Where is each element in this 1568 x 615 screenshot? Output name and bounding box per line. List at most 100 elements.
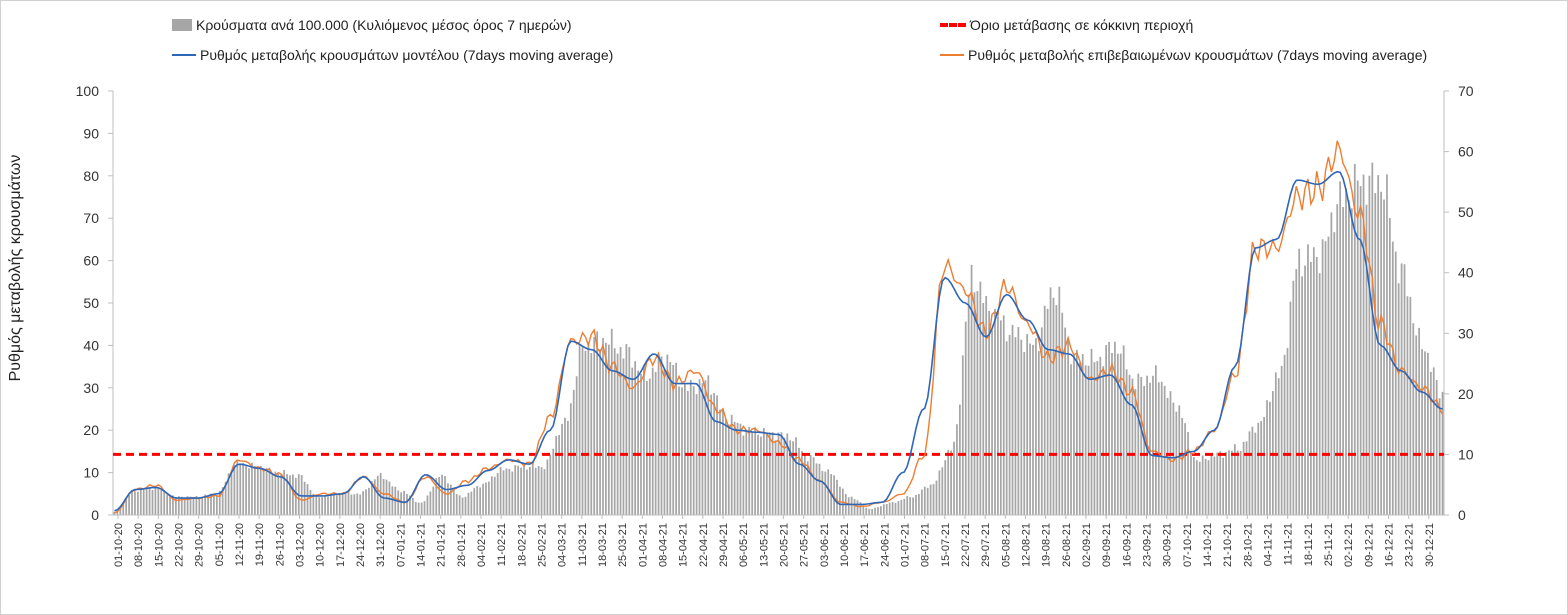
bar <box>1283 354 1286 515</box>
bar <box>1295 269 1298 515</box>
bar <box>1055 305 1058 515</box>
bar <box>929 484 932 515</box>
y-right-tick-label: 20 <box>1458 386 1474 402</box>
bar <box>543 469 546 515</box>
axes-group <box>108 90 1449 519</box>
bar <box>812 457 815 515</box>
bar <box>186 496 189 515</box>
legend-label-confirmed: Ρυθμός μεταβολής επιβεβαιωμένων κρουσμάτ… <box>968 47 1428 63</box>
bar <box>985 295 988 515</box>
bar <box>1026 333 1029 515</box>
bar <box>201 496 204 515</box>
bar <box>1391 241 1394 515</box>
bar <box>923 486 926 515</box>
bar <box>596 331 599 515</box>
bar <box>271 473 274 515</box>
bar <box>248 468 250 515</box>
bar <box>1248 431 1251 515</box>
bar <box>909 497 912 515</box>
x-tick-label: 31-12-20 <box>375 523 387 567</box>
y-right-tick-label: 70 <box>1458 83 1474 99</box>
bar <box>692 386 695 515</box>
x-tick-label: 29-07-21 <box>980 523 992 567</box>
x-tick-label: 20-05-21 <box>779 523 791 567</box>
bar <box>672 364 675 515</box>
bar <box>958 404 961 515</box>
bar <box>400 492 403 515</box>
legend-item-cases-bar: Κρούσματα ανά 100.000 (Κυλιόμενος μέσος … <box>172 17 572 33</box>
bar <box>1198 461 1201 515</box>
x-tick-label: 17-12-20 <box>335 523 347 567</box>
x-tick-label: 10-06-21 <box>839 523 851 567</box>
bar <box>733 421 736 515</box>
tick-labels-group: 0 10 20 30 40 50 60 70 80 90 100 0 10 20 30 40 50 60 70 01-… <box>76 83 1474 567</box>
bar <box>490 476 493 515</box>
bar <box>1353 164 1356 515</box>
legend-item-confirmed: Ρυθμός μεταβολής επιβεβαιωμένων κρουσμάτ… <box>940 47 1427 63</box>
x-tick-label: 17-06-21 <box>859 523 871 567</box>
x-tick-label: 26-11-20 <box>274 523 286 566</box>
bar <box>523 465 525 515</box>
bar <box>1190 452 1192 515</box>
bar <box>970 264 973 515</box>
bar <box>645 380 648 515</box>
bar <box>1336 204 1339 515</box>
x-tick-label: 16-09-21 <box>1121 523 1133 567</box>
bar <box>242 462 245 515</box>
bar <box>651 367 654 515</box>
bar <box>1269 401 1271 515</box>
x-tick-label: 01-07-21 <box>900 523 912 567</box>
bar <box>406 493 408 515</box>
bar <box>435 478 438 515</box>
bar <box>1438 398 1441 515</box>
bar <box>1020 339 1023 515</box>
bar <box>230 471 233 515</box>
bar <box>1201 455 1204 515</box>
bar <box>488 481 490 515</box>
bar <box>976 291 979 515</box>
bar <box>1017 327 1020 515</box>
bar <box>675 362 677 515</box>
bar <box>815 463 818 515</box>
y-left-tick-label: 20 <box>83 422 99 438</box>
bar <box>964 321 967 515</box>
bar <box>467 492 470 515</box>
legend-swatch-bar <box>172 19 192 31</box>
bar <box>1204 458 1207 515</box>
x-tick-label: 19-11-20 <box>254 523 266 566</box>
bar <box>508 468 511 515</box>
bar <box>587 341 590 515</box>
bar <box>142 490 145 515</box>
bar <box>1149 382 1151 515</box>
bar <box>239 464 242 515</box>
x-tick-label: 03-12-20 <box>295 523 307 567</box>
bar <box>803 454 806 515</box>
bar <box>1119 353 1122 515</box>
y-right-tick-label: 30 <box>1458 325 1474 341</box>
bar <box>780 432 783 515</box>
y-left-tick-label: 0 <box>91 507 99 523</box>
bar <box>1052 297 1055 515</box>
bar <box>801 451 803 515</box>
bar <box>1254 432 1257 515</box>
x-tick-label: 08-04-21 <box>658 523 670 567</box>
bar <box>1070 364 1072 515</box>
bar <box>1023 351 1026 515</box>
bar <box>1002 315 1005 515</box>
bar <box>915 494 917 515</box>
bar <box>736 422 739 515</box>
x-tick-label: 07-10-21 <box>1182 523 1194 567</box>
bar <box>476 486 479 515</box>
x-tick-label: 18-11-21 <box>1303 523 1315 566</box>
bar <box>1371 162 1374 515</box>
bar <box>338 493 341 515</box>
bar <box>356 493 359 515</box>
x-tick-label: 12-08-21 <box>1021 523 1033 567</box>
y-left-tick-label: 70 <box>83 210 99 226</box>
x-tick-label: 28-10-21 <box>1242 523 1254 567</box>
y-left-tick-label: 60 <box>83 253 99 269</box>
bar <box>874 507 876 515</box>
bar <box>280 474 283 515</box>
bar <box>1362 174 1365 515</box>
